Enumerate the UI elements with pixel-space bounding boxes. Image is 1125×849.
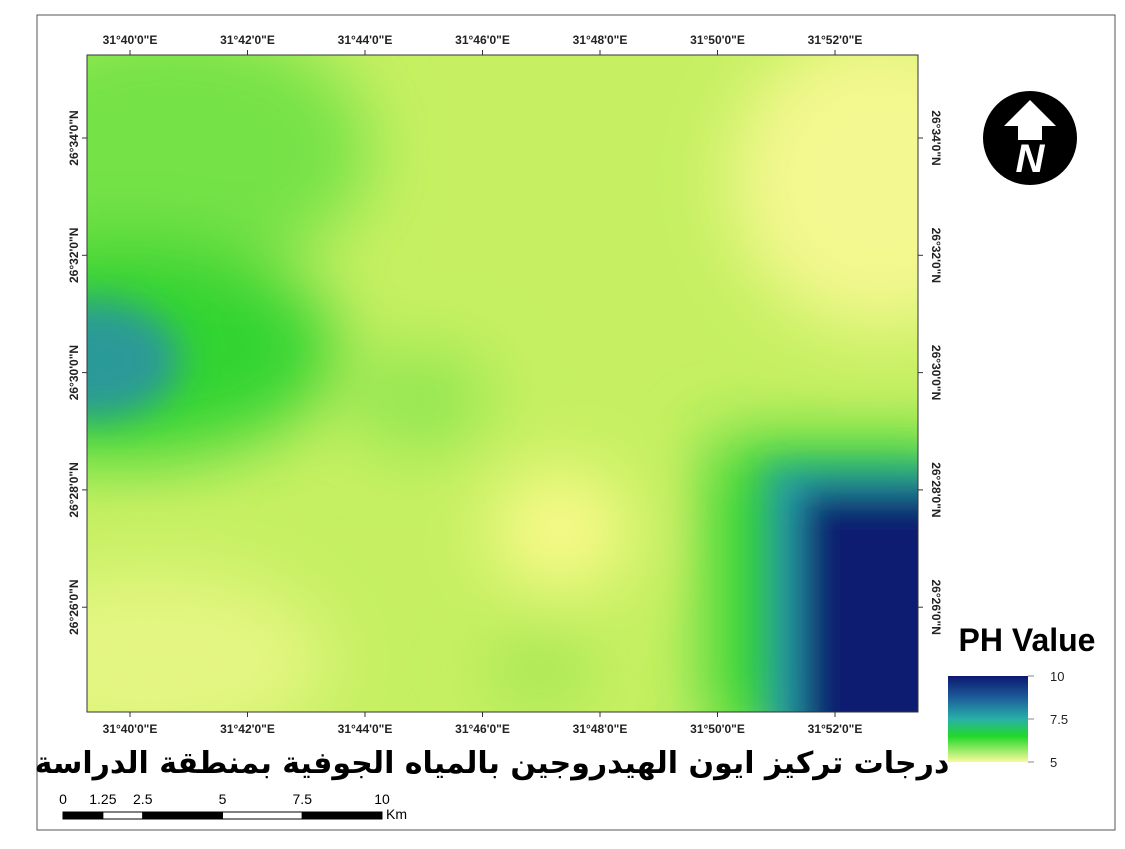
latitude-label: 26°34'0"N (67, 110, 81, 165)
latitude-label: 26°30'0"N (929, 345, 943, 400)
legend-tick-label: 10 (1050, 669, 1064, 684)
longitude-label: 31°42'0"E (220, 33, 275, 47)
map-title: درجات تركيز ايون الهيدروجين بالمياه الجو… (35, 746, 950, 781)
latitude-label: 26°28'0"N (929, 462, 943, 517)
scale-segment (102, 811, 144, 820)
latitude-label: 26°32'0"N (67, 228, 81, 283)
scale-segment (142, 811, 223, 820)
longitude-label: 31°46'0"E (455, 33, 510, 47)
frame (36, 14, 1116, 831)
latitude-label: 26°26'0"N (67, 580, 81, 635)
ph-surface (87, 55, 918, 712)
latitude-label: 26°34'0"N (929, 110, 943, 165)
longitude-label: 31°42'0"E (220, 722, 275, 736)
longitude-label: 31°48'0"E (573, 33, 628, 47)
latitude-label: 26°32'0"N (929, 228, 943, 283)
scale-label: 5 (219, 791, 227, 807)
scale-unit: Km (386, 806, 407, 822)
north-arrow: N (983, 91, 1077, 185)
latitude-label: 26°30'0"N (67, 345, 81, 400)
svg-text:N: N (1016, 137, 1046, 181)
scale-label: 1.25 (89, 791, 116, 807)
map-border (86, 54, 919, 713)
longitude-label: 31°44'0"E (338, 33, 393, 47)
longitude-label: 31°52'0"E (808, 722, 863, 736)
legend-title: PH Value (959, 622, 1096, 658)
scale-label: 2.5 (133, 791, 153, 807)
scale-label: 7.5 (293, 791, 313, 807)
scale-segment (301, 811, 383, 820)
longitude-label: 31°40'0"E (103, 722, 158, 736)
longitude-label: 31°48'0"E (573, 722, 628, 736)
longitude-label: 31°50'0"E (690, 33, 745, 47)
scale-segment (222, 811, 303, 820)
latitude-label: 26°28'0"N (67, 462, 81, 517)
latitude-label: 26°26'0"N (929, 580, 943, 635)
legend-tick-label: 5 (1050, 755, 1057, 770)
longitude-label: 31°44'0"E (338, 722, 393, 736)
scale-segment (62, 811, 104, 820)
longitude-label: 31°50'0"E (690, 722, 745, 736)
legend-tick-label: 7.5 (1050, 712, 1068, 727)
longitude-label: 31°40'0"E (103, 33, 158, 47)
scale-label: 10 (374, 791, 390, 807)
scale-label: 0 (59, 791, 67, 807)
legend-colorbar (948, 676, 1028, 762)
longitude-label: 31°52'0"E (808, 33, 863, 47)
longitude-label: 31°46'0"E (455, 722, 510, 736)
